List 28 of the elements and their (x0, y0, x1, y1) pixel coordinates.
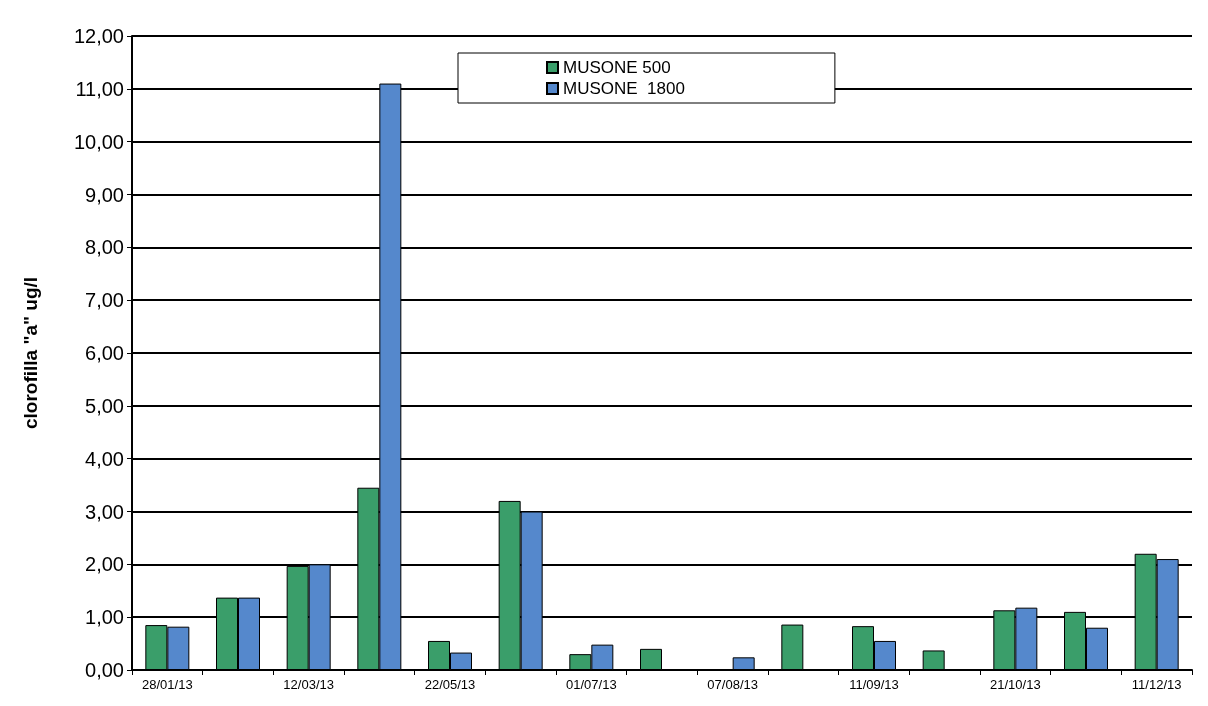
x-tick-label: 28/01/13 (142, 677, 193, 692)
legend-label: MUSONE 1800 (563, 79, 685, 98)
y-tick-label: 11,00 (75, 77, 124, 100)
y-tick-label: 7,00 (85, 289, 124, 312)
y-tick-label: 5,00 (85, 394, 124, 417)
bar (732, 657, 755, 670)
y-tick-label: 0,00 (85, 659, 124, 681)
x-tick-label: 07/08/13 (707, 677, 758, 692)
y-tick-label: 2,00 (85, 553, 124, 576)
y-tick-label: 10,00 (73, 130, 124, 153)
y-tick-label: 4,00 (85, 447, 124, 470)
x-tick-label: 22/05/13 (424, 677, 476, 692)
x-tick-label: 21/10/13 (990, 677, 1041, 692)
y-axis-title: clorofilla "a" ug/l (20, 276, 41, 430)
bar (640, 648, 662, 670)
bar (922, 650, 945, 670)
y-tick-label: 12,00 (73, 25, 124, 47)
y-tick-label: 8,00 (85, 236, 124, 259)
bar (781, 624, 804, 670)
y-tick-label: 1,00 (85, 606, 124, 629)
y-tick-label: 3,00 (85, 500, 124, 523)
x-tick-label: 11/12/13 (1131, 677, 1182, 692)
y-tick-label: 9,00 (85, 183, 124, 206)
y-tick-label: 6,00 (85, 342, 124, 364)
x-tick-label: 01/07/13 (566, 677, 617, 692)
x-tick-label: 12/03/13 (283, 677, 334, 692)
x-tick-label: 11/09/13 (849, 677, 899, 692)
legend-label: MUSONE 500 (563, 58, 671, 77)
